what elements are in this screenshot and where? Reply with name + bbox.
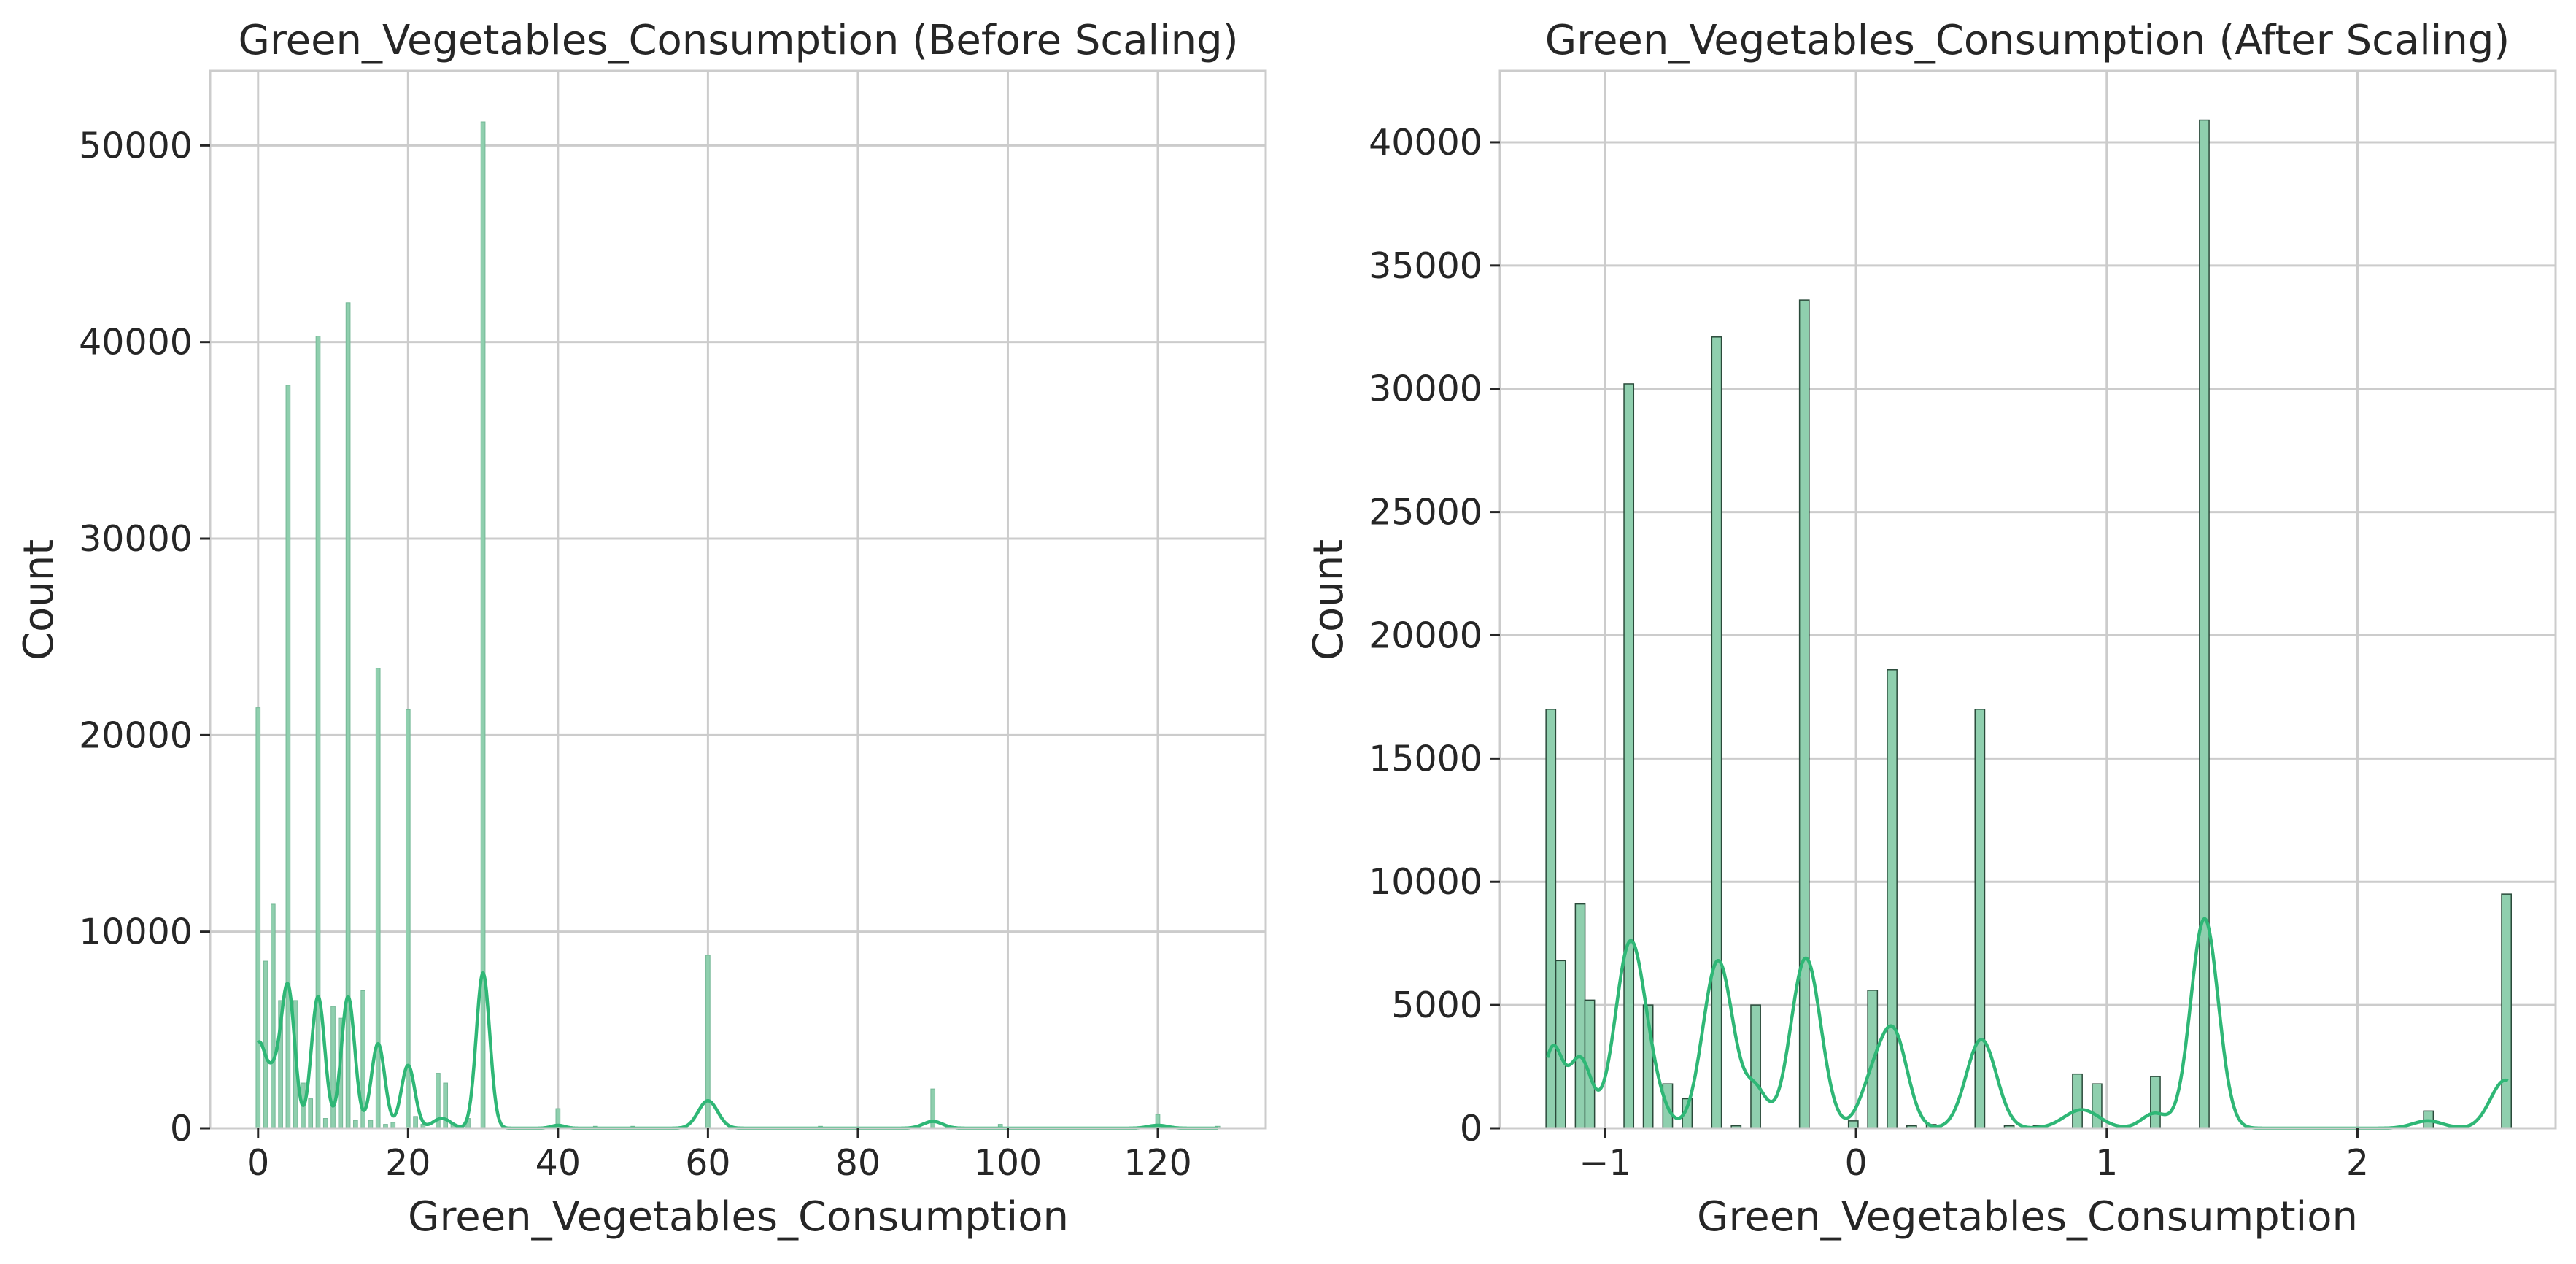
chart-title: Green_Vegetables_Consumption (Before Sca… xyxy=(238,17,1238,64)
chart-after-scaling: Green_Vegetables_Consumption (After Scal… xyxy=(1305,17,2557,1241)
y-axis-label: Count xyxy=(1305,539,1353,660)
y-tick-label: 20000 xyxy=(1369,614,1482,656)
y-tick-label: 20000 xyxy=(79,714,193,756)
y-tick-label: 40000 xyxy=(79,322,193,363)
histogram-bar xyxy=(1555,960,1566,1129)
histogram-bars xyxy=(1545,119,2512,1129)
x-tick-label: 80 xyxy=(835,1142,881,1184)
histogram-bar xyxy=(330,1006,336,1129)
histogram-bar xyxy=(255,707,261,1129)
y-tick-label: 30000 xyxy=(1369,369,1482,410)
x-tick-label: 0 xyxy=(247,1142,269,1184)
histogram-bar xyxy=(1798,299,1810,1129)
histogram-bar xyxy=(1750,1004,1761,1129)
histogram-bar xyxy=(375,668,381,1129)
y-axis-ticks: 0 5000 10000 15000 20000 25000 30000 35000 40000 xyxy=(1369,122,1500,1149)
y-tick-label: 50000 xyxy=(79,125,193,166)
x-axis-label: Green_Vegetables_Consumption xyxy=(1697,1193,2358,1241)
histogram-bar xyxy=(1847,1120,1859,1129)
chart-title: Green_Vegetables_Consumption (After Scal… xyxy=(1545,17,2510,64)
y-tick-label: 15000 xyxy=(1369,738,1482,779)
histogram-bar xyxy=(413,1116,418,1129)
y-tick-label: 25000 xyxy=(1369,492,1482,533)
x-axis-ticks: 0 20 40 60 80 100 120 xyxy=(247,1128,1192,1184)
y-tick-label: 0 xyxy=(170,1108,193,1149)
histogram-bar xyxy=(1974,709,1986,1129)
histogram-bar xyxy=(271,903,276,1129)
y-tick-label: 10000 xyxy=(79,912,193,953)
histogram-bar xyxy=(285,385,291,1129)
x-tick-label: −1 xyxy=(1579,1142,1631,1184)
histogram-bar xyxy=(2199,119,2210,1129)
histogram-bar xyxy=(368,1120,374,1129)
histogram-bar xyxy=(1711,336,1722,1129)
x-axis-ticks: −1 0 1 2 xyxy=(1579,1128,2369,1184)
histogram-bar xyxy=(263,960,268,1129)
y-tick-label: 10000 xyxy=(1369,861,1482,903)
x-tick-label: 0 xyxy=(1844,1142,1867,1184)
x-axis-label: Green_Vegetables_Consumption xyxy=(408,1193,1069,1241)
y-axis-label: Count xyxy=(15,539,63,660)
y-tick-label: 40000 xyxy=(1369,122,1482,163)
histogram-bar xyxy=(1574,903,1586,1129)
x-tick-label: 40 xyxy=(535,1142,581,1184)
y-tick-label: 30000 xyxy=(79,518,193,560)
y-tick-label: 35000 xyxy=(1369,245,1482,287)
x-tick-label: 120 xyxy=(1123,1142,1192,1184)
histogram-bar xyxy=(1545,709,1557,1129)
plot-frame xyxy=(1498,69,2557,1130)
histogram-bar xyxy=(353,1120,358,1129)
x-tick-label: 100 xyxy=(974,1142,1043,1184)
y-tick-label: 0 xyxy=(1460,1108,1482,1149)
histogram-bar xyxy=(2072,1073,2083,1129)
histogram-bar xyxy=(2091,1083,2103,1129)
x-tick-label: 1 xyxy=(2095,1142,2118,1184)
chart-before-scaling: Green_Vegetables_Consumption (Before Sca… xyxy=(15,17,1267,1241)
histogram-bar xyxy=(2501,893,2512,1129)
y-axis-ticks: 0 10000 20000 30000 40000 50000 xyxy=(79,125,210,1149)
x-tick-label: 60 xyxy=(685,1142,730,1184)
histogram-bar xyxy=(1623,383,1635,1129)
histogram-bar xyxy=(2150,1076,2161,1129)
plot-frame xyxy=(209,69,1267,1130)
y-tick-label: 5000 xyxy=(1391,984,1482,1026)
x-tick-label: 2 xyxy=(2346,1142,2369,1184)
histogram-bar xyxy=(308,1098,314,1129)
histogram-bar xyxy=(1887,669,1898,1129)
x-tick-label: 20 xyxy=(385,1142,430,1184)
histogram-bar xyxy=(322,1118,328,1129)
